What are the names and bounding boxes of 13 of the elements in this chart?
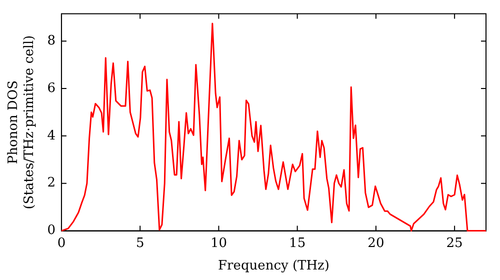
x-tick-label: 15 [289, 236, 306, 251]
x-tick-label: 25 [446, 236, 463, 251]
y-tick-label: 2 [47, 176, 56, 191]
x-axis-title: Frequency (THz) [218, 258, 330, 274]
y-tick-label: 4 [47, 128, 56, 144]
y-tick-label: 6 [47, 80, 56, 96]
x-tick-label: 0 [57, 236, 66, 251]
y-tick-label: 8 [47, 33, 56, 48]
y-axis-title: Phonon DOS (States/THz·primitive cell) [6, 35, 37, 210]
x-tick-label: 20 [368, 236, 384, 251]
y-tick-label: 0 [47, 223, 56, 238]
x-tick-label: 10 [210, 236, 227, 251]
x-tick-label: 5 [136, 236, 144, 251]
